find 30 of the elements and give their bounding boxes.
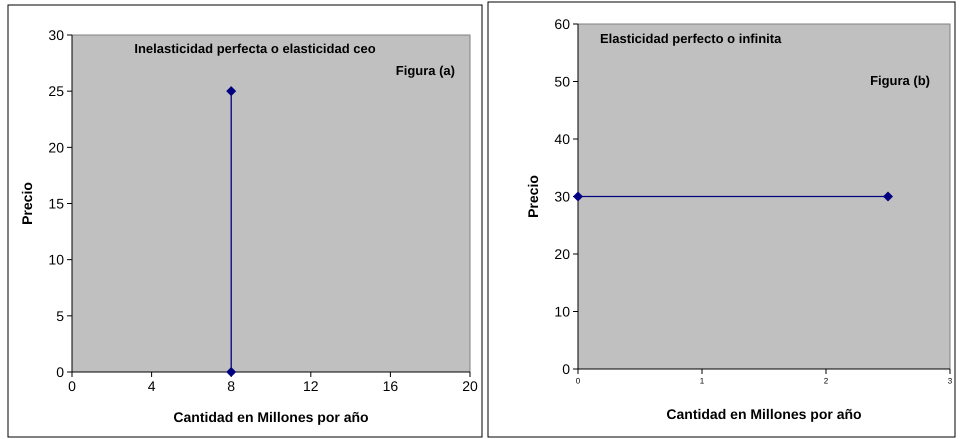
text: Elasticidad perfecto o infinita (600, 31, 782, 46)
y-tick-label: 20 (48, 139, 64, 156)
x-tick-label: 0 (576, 376, 581, 386)
text: Inelasticidad perfecta o elasticidad ceo (134, 41, 376, 56)
x-tick-label: 12 (303, 378, 319, 394)
y-axis-title: Precio (19, 182, 35, 225)
y-tick-label: 10 (554, 304, 570, 320)
y-tick-label: 30 (554, 188, 570, 204)
y-tick-label: 20 (554, 246, 570, 262)
x-tick-label: 3 (948, 376, 953, 386)
y-tick-label: 10 (48, 252, 64, 268)
y-axis-title: Precio (525, 175, 541, 218)
x-tick-label: 4 (148, 378, 156, 394)
x-tick-label: 2 (824, 376, 829, 386)
x-tick-label: 8 (227, 378, 236, 394)
y-tick-label: 5 (56, 308, 64, 324)
text: Figura (b) (870, 73, 930, 88)
y-tick-label: 15 (48, 196, 64, 212)
x-tick-label: 1 (700, 376, 705, 386)
y-tick-label: 50 (554, 74, 570, 90)
y-tick-label: 30 (48, 27, 64, 43)
x-tick-label: 0 (68, 378, 76, 394)
x-axis-title: Cantidad en Millones por año (666, 406, 862, 422)
x-tick-label: 16 (382, 378, 398, 394)
y-tick-label: 40 (554, 131, 570, 147)
text: Figura (a) (396, 63, 455, 78)
y-tick-label: 60 (554, 16, 570, 32)
x-tick-label: 20 (462, 378, 478, 394)
x-axis-title: Cantidad en Millones por año (173, 409, 369, 425)
y-tick-label: 25 (48, 83, 64, 100)
